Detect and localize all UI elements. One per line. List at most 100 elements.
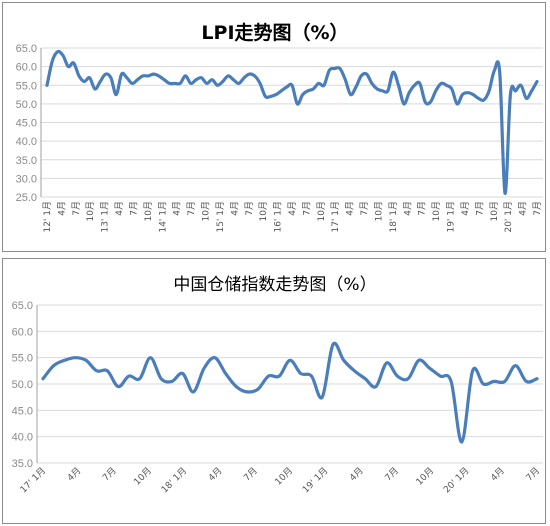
x-tick-label: 18' 1月 <box>159 465 189 495</box>
data-point <box>285 85 288 89</box>
data-point <box>317 82 320 85</box>
data-point <box>264 95 267 98</box>
x-tick-label: 7月 <box>383 465 401 483</box>
data-point <box>492 380 496 383</box>
warehouse-series <box>41 341 539 444</box>
data-point <box>41 377 45 380</box>
data-point <box>63 359 66 362</box>
data-point <box>245 390 249 394</box>
y-tick-label: 55.0 <box>12 353 33 365</box>
x-tick-label: 20' 1月 <box>441 465 471 495</box>
x-tick-label: 4月 <box>287 201 298 216</box>
data-point <box>434 89 437 93</box>
x-tick-label: 4月 <box>489 465 507 483</box>
data-point <box>189 82 192 85</box>
warehouse-gridlines <box>36 304 543 464</box>
x-tick-label: 12' 1月 <box>42 201 53 233</box>
x-tick-label: 10月 <box>258 201 269 221</box>
data-point <box>503 192 507 195</box>
y-tick-label: 60.0 <box>12 326 33 338</box>
data-point <box>296 102 299 106</box>
data-point <box>109 76 113 80</box>
data-point <box>136 78 139 81</box>
x-tick-label: 7月 <box>129 201 140 216</box>
data-point <box>331 343 335 346</box>
data-point <box>338 67 342 70</box>
data-point <box>242 76 246 80</box>
data-point <box>72 61 75 65</box>
data-point <box>449 380 453 383</box>
data-point <box>392 71 395 74</box>
lpi-y-axis: 25.0 30.0 35.0 40.0 45.0 50.0 55.0 60.0 65.0 <box>16 43 37 204</box>
data-point <box>173 82 176 85</box>
data-point <box>370 82 374 85</box>
lpi-series <box>45 49 539 195</box>
data-point <box>353 369 356 372</box>
x-tick-label: 4月 <box>402 201 413 216</box>
data-point <box>170 380 174 383</box>
data-point <box>439 82 443 85</box>
x-tick-label: 10月 <box>273 465 295 487</box>
data-point <box>213 356 216 359</box>
x-tick-label: 4月 <box>229 201 240 216</box>
data-point <box>253 74 256 78</box>
data-point <box>210 78 214 81</box>
lpi-chart-svg: LPI走势图（%） 25.0 30.0 35.0 40.0 45.0 50.0 55.0 60… <box>16 21 543 233</box>
data-point <box>461 93 464 96</box>
data-point <box>67 65 70 68</box>
x-tick-label: 7月 <box>532 201 543 216</box>
data-point <box>364 377 367 380</box>
data-point <box>106 369 109 372</box>
data-point <box>267 374 270 378</box>
data-point <box>61 54 65 57</box>
data-point <box>509 93 512 96</box>
data-point <box>439 374 442 378</box>
x-tick-label: 4月 <box>348 465 366 483</box>
x-tick-label: 4月 <box>345 201 356 216</box>
y-tick-label: 40.0 <box>12 432 33 444</box>
data-point <box>406 377 410 380</box>
x-tick-label: 4月 <box>172 201 183 216</box>
data-point <box>376 87 379 91</box>
y-tick-label: 25.0 <box>16 192 37 204</box>
data-point <box>429 100 432 104</box>
data-point <box>45 84 49 87</box>
y-tick-label: 45.0 <box>16 118 37 130</box>
data-point <box>248 72 251 76</box>
lpi-chart-panel: LPI走势图（%） 25.0 30.0 35.0 40.0 45.0 50.0 55.0 60… <box>2 2 546 252</box>
x-tick-label: 14' 1月 <box>157 201 168 233</box>
data-point <box>514 364 517 367</box>
data-point <box>95 369 98 372</box>
data-point <box>205 82 208 85</box>
data-point <box>493 69 496 72</box>
x-tick-label: 19' 1月 <box>446 201 457 233</box>
data-point <box>235 385 238 388</box>
data-point <box>138 377 141 380</box>
warehouse-y-axis: 35.0 40.0 45.0 50.0 55.0 60.0 65.0 <box>12 300 33 470</box>
data-point <box>224 372 227 375</box>
x-tick-label: 4月 <box>114 201 125 216</box>
y-tick-label: 65.0 <box>16 43 37 55</box>
x-tick-label: 7月 <box>244 201 255 216</box>
data-point <box>83 80 86 83</box>
lpi-chart-title: LPI走势图（%） <box>201 21 348 44</box>
data-point <box>274 93 278 96</box>
data-point <box>168 82 171 85</box>
data-point <box>131 82 134 85</box>
data-point <box>56 50 59 53</box>
y-tick-label: 55.0 <box>16 80 37 92</box>
x-tick-label: 18' 1月 <box>388 201 399 233</box>
data-point <box>342 359 345 362</box>
data-point <box>141 74 145 78</box>
data-point <box>147 74 150 78</box>
data-point <box>503 380 506 383</box>
data-point <box>333 67 336 70</box>
data-point <box>322 84 326 87</box>
data-point <box>237 82 240 85</box>
data-point <box>445 84 448 87</box>
data-point <box>51 59 54 63</box>
data-point <box>194 78 198 81</box>
data-point <box>269 95 272 98</box>
x-tick-label: 10月 <box>489 201 500 221</box>
